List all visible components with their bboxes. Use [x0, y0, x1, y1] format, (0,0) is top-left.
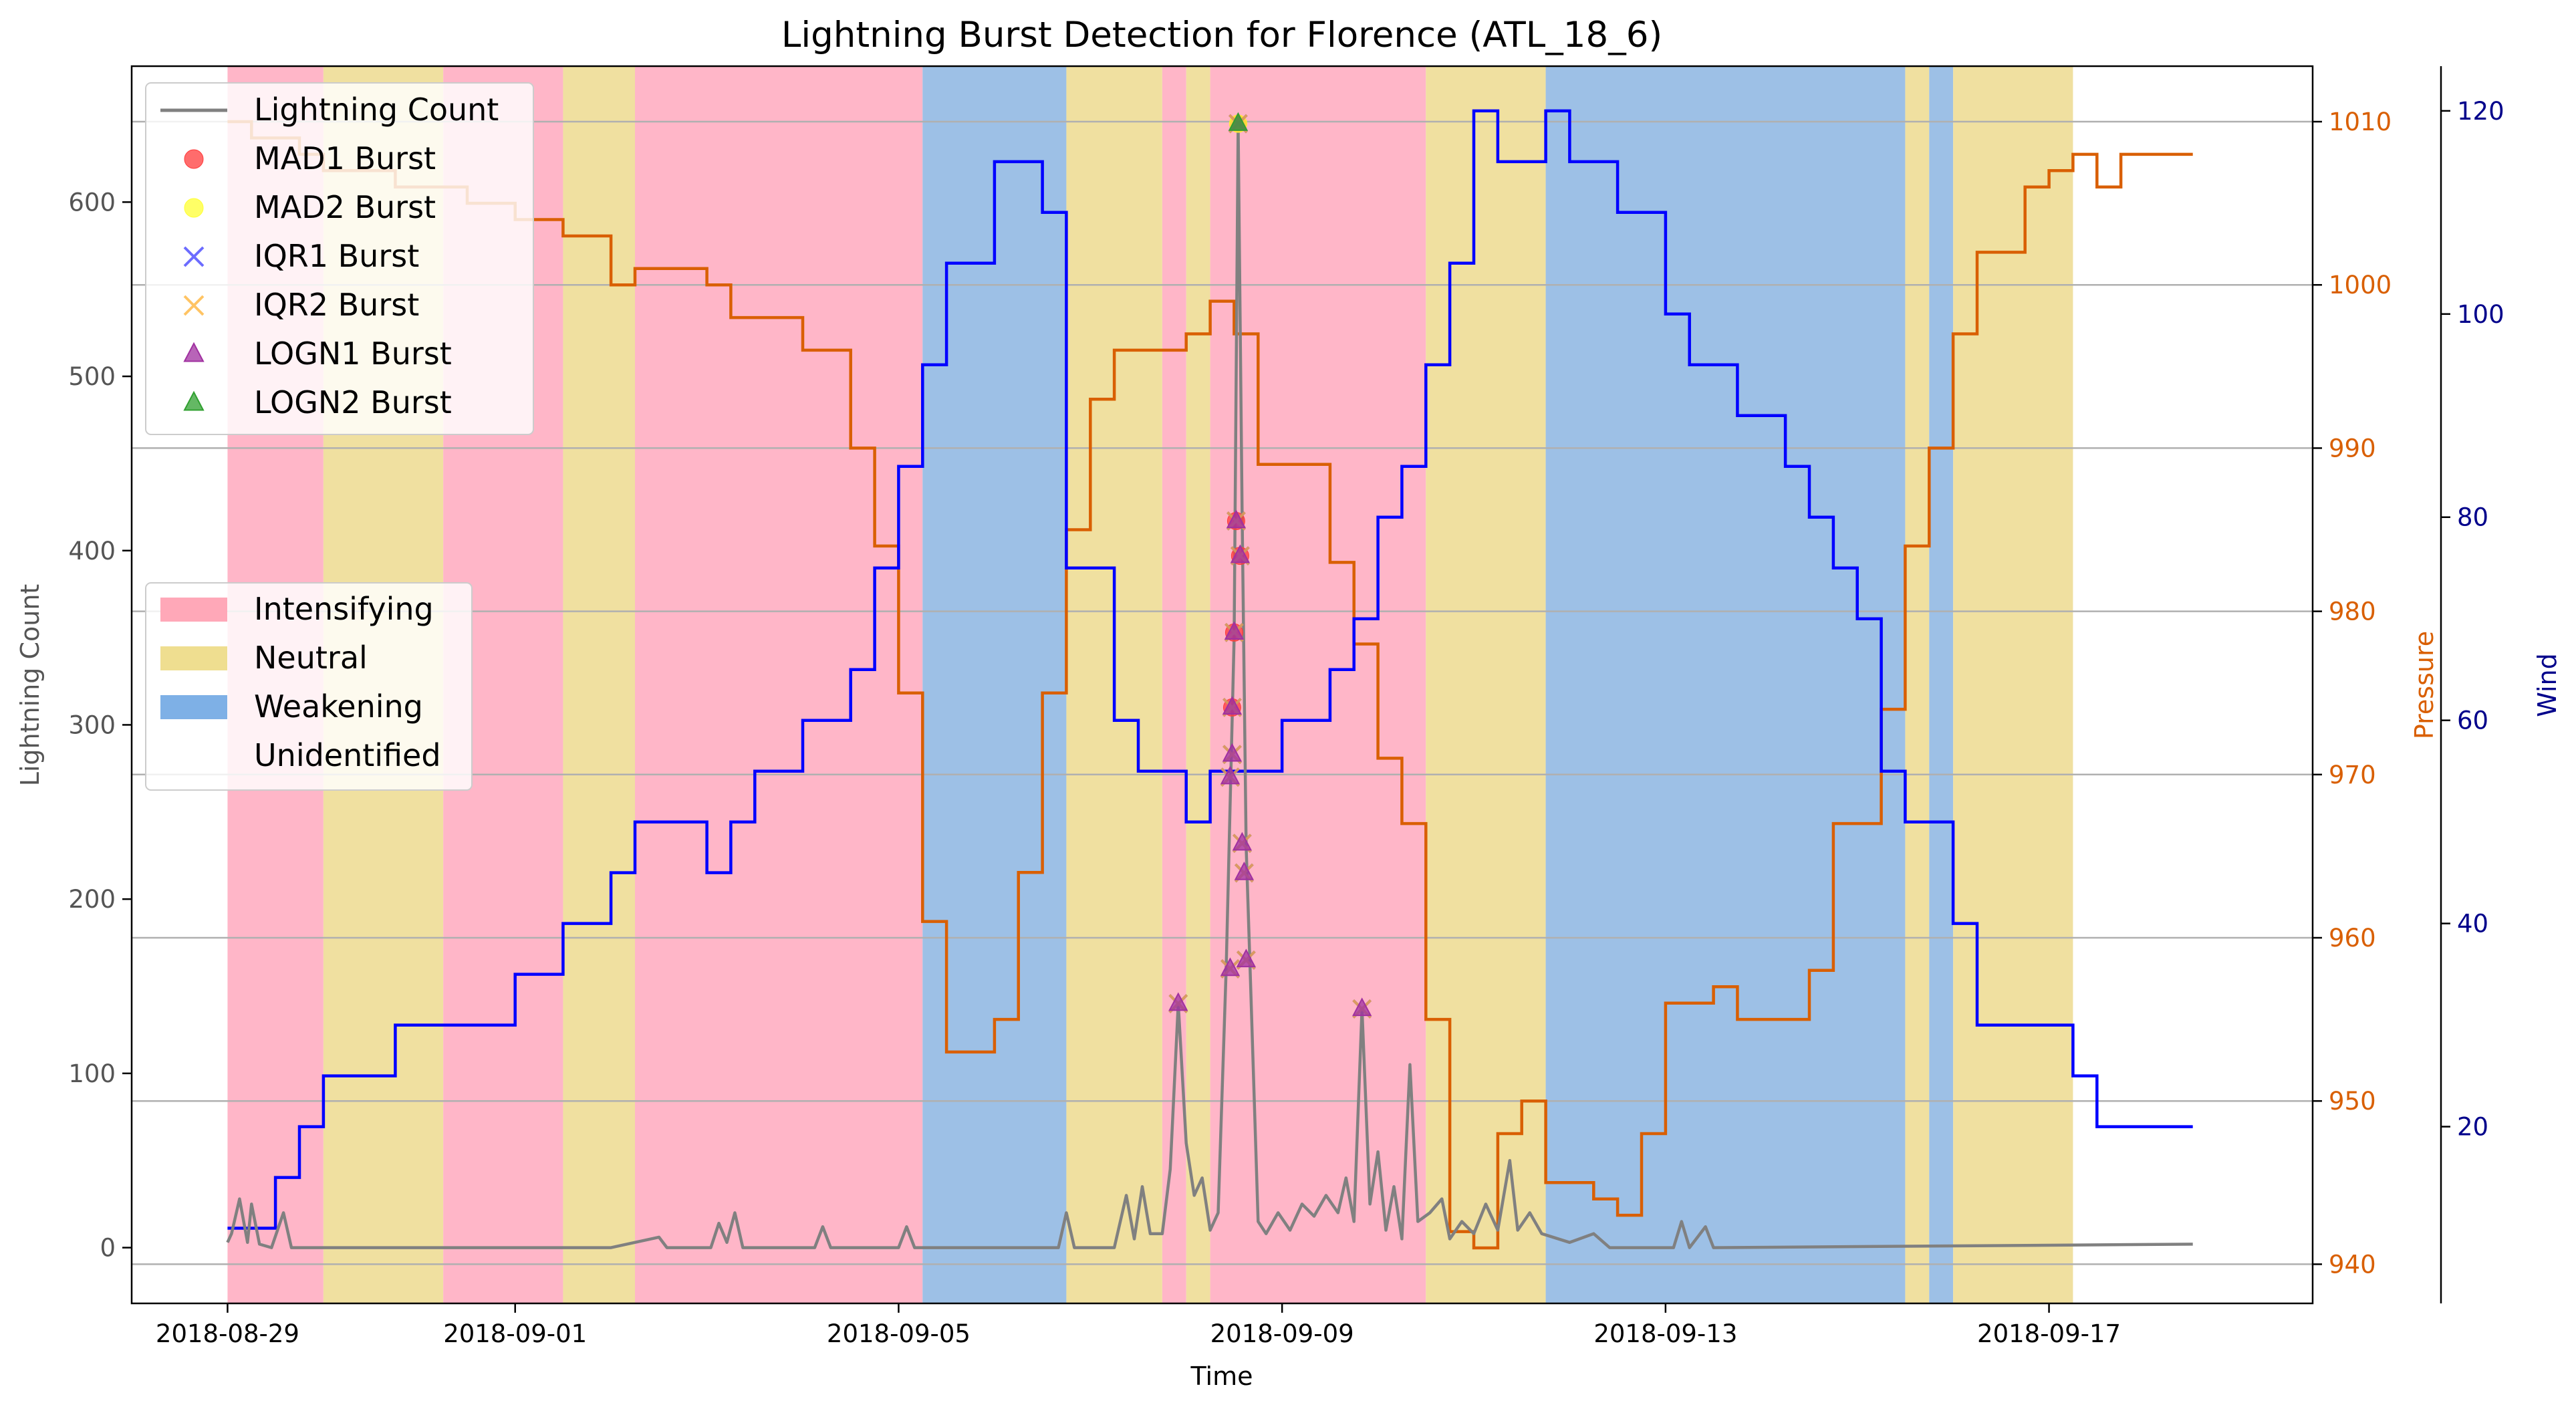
legend-label-mad2: MAD2 Burst: [254, 189, 436, 225]
legend-patch-neutral: [160, 646, 227, 670]
pressure-tick-label-1010: 1010: [2329, 108, 2392, 136]
legend-marker-mad1: [184, 149, 204, 169]
legend-label-logn1: LOGN1 Burst: [254, 336, 452, 372]
y-tick-label-300: 300: [68, 711, 116, 739]
y-tick-label-200: 200: [68, 885, 116, 914]
wind-tick-label-20: 20: [2457, 1113, 2488, 1142]
x-tick-label-2018-09-01: 2018-09-01: [443, 1319, 587, 1348]
burst-logn1-5: [1224, 621, 1245, 640]
pressure-line: [227, 120, 2193, 1250]
y-tick-label-500: 500: [68, 362, 116, 391]
legend-marker-iqr2: [183, 295, 205, 316]
wind-tick-label-60: 60: [2457, 707, 2488, 735]
burst-logn1-8: [1230, 544, 1251, 563]
region-weakening-13: [1929, 66, 1954, 1303]
burst-logn1-10: [1234, 861, 1255, 880]
wind-line: [227, 109, 2193, 1230]
y-tick-label-0: 0: [100, 1234, 116, 1263]
plot-frame: [130, 65, 2314, 1305]
legend-marker-iqr2-cross: [183, 295, 205, 316]
legend-label-intensifying: Intensifying: [254, 591, 434, 627]
series-lines: [226, 109, 2193, 1250]
region-weakening-11: [1545, 66, 1906, 1303]
region-neutral-12: [1905, 66, 1930, 1303]
y-axis-label: Lightning Count: [15, 584, 45, 787]
wind-tick-label-120: 120: [2457, 97, 2504, 126]
x-tick-label-2018-09-17: 2018-09-17: [1977, 1319, 2121, 1348]
wind-tick-label-40: 40: [2457, 910, 2488, 938]
burst-logn1-3: [1222, 743, 1243, 762]
pressure-tick-label-980: 980: [2329, 598, 2376, 626]
legend-marker-logn1: [183, 342, 205, 362]
legend-label-lightning: Lightning Count: [254, 92, 499, 128]
legend-label-unidentified: Unidentified: [254, 737, 441, 773]
legend-lines-box: [145, 82, 534, 435]
pressure-tick-label-940: 940: [2329, 1250, 2376, 1279]
lightning-count-line: [226, 122, 2193, 1249]
pressure-tick-label-950: 950: [2329, 1087, 2376, 1116]
burst-logn2-7: [1228, 112, 1249, 131]
burst-logn1-0: [1168, 992, 1188, 1011]
y-tick-label-100: 100: [68, 1059, 116, 1088]
pressure-tick-label-960: 960: [2329, 924, 2376, 952]
x-tick-label-2018-09-05: 2018-09-05: [827, 1319, 971, 1348]
burst-logn1-9: [1232, 831, 1253, 851]
pressure-tick-label-970: 970: [2329, 761, 2376, 789]
region-neutral-14: [1953, 66, 2073, 1303]
pressure-axis-label: Pressure: [2410, 631, 2439, 739]
x-tick-label-2018-09-09: 2018-09-09: [1210, 1319, 1354, 1348]
pressure-tick-label-1000: 1000: [2329, 271, 2392, 299]
legend-patch-intensifying: [160, 598, 227, 622]
legend-label-iqr2: IQR2 Burst: [254, 287, 419, 323]
legend-marker-logn2: [183, 390, 205, 411]
legend-lines: Lightning Count MAD1 Burst MAD2 Burst IQR1 …: [145, 82, 534, 435]
legend-marker-iqr1-cross: [183, 246, 205, 267]
x-tick-label-2018-08-29: 2018-08-29: [156, 1319, 299, 1348]
legend-marker-iqr1: [183, 246, 205, 267]
burst-logn1-12: [1352, 997, 1372, 1017]
x-tick-label-2018-09-13: 2018-09-13: [1593, 1319, 1737, 1348]
y-tick-label-400: 400: [68, 537, 116, 565]
y-tick-label-600: 600: [68, 188, 116, 217]
legend-patch-weakening: [160, 695, 227, 719]
axes: 2018-08-29 2018-09-01 2018-09-05 2018-09-09…: [68, 66, 2504, 1348]
wind-tick-label-100: 100: [2457, 300, 2504, 329]
region-neutral-3: [563, 66, 635, 1303]
legend-label-mad1: MAD1 Burst: [254, 140, 436, 176]
legend-label-neutral: Neutral: [254, 640, 368, 676]
region-intensifying-9: [1210, 66, 1426, 1303]
legend-label-logn2: LOGN2 Burst: [254, 384, 452, 420]
x-axis-label: Time: [1190, 1362, 1253, 1391]
burst-logn1-11: [1236, 948, 1257, 968]
region-intensifying-7: [1162, 66, 1186, 1303]
region-neutral-8: [1186, 66, 1210, 1303]
legend-marker-mad2: [184, 198, 204, 218]
burst-logn1-2: [1220, 765, 1241, 785]
wind-axis-label: Wind: [2533, 653, 2562, 717]
region-intensifying-4: [635, 66, 923, 1303]
pressure-tick-label-990: 990: [2329, 434, 2376, 463]
burst-logn1-6: [1226, 509, 1247, 529]
burst-logn1-1: [1220, 957, 1241, 977]
chart-title: Lightning Burst Detection for Florence (…: [781, 15, 1662, 55]
wind-tick-label-80: 80: [2457, 503, 2488, 532]
legend-regions-box: [145, 582, 473, 791]
burst-markers: [1168, 112, 1372, 1019]
legend-label-weakening: Weakening: [254, 688, 423, 725]
legend-label-iqr1: IQR1 Burst: [254, 238, 419, 274]
burst-logn1-4: [1222, 696, 1243, 715]
region-neutral-10: [1426, 66, 1546, 1303]
legend-regions: Intensifying Neutral Weakening Unidentified: [145, 582, 473, 791]
